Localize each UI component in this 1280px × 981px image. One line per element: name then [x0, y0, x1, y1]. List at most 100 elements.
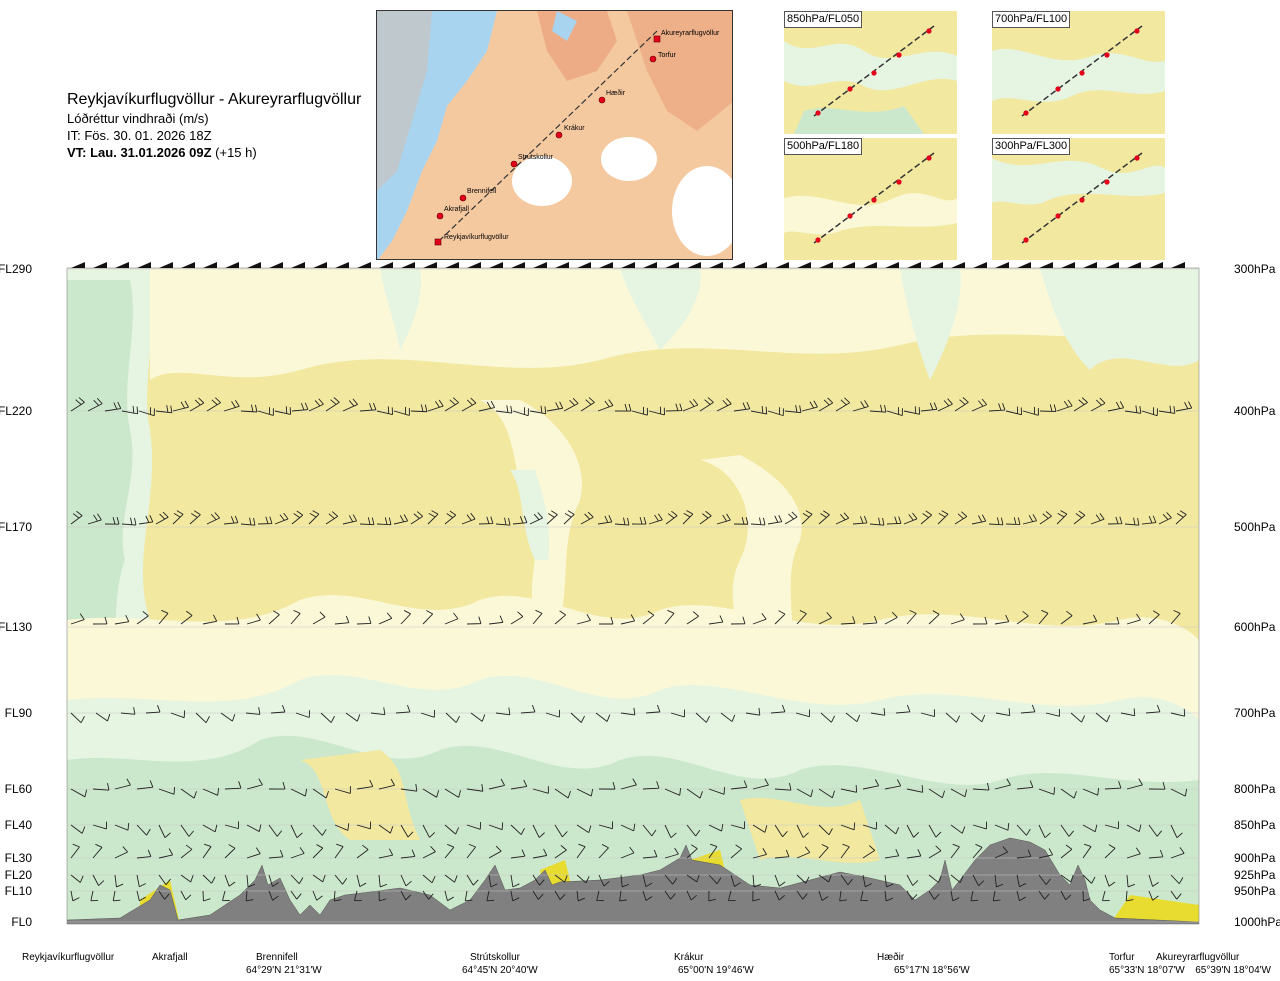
wind-barb [928, 890, 940, 900]
wind-barb [774, 782, 792, 791]
map-label-brennifell: Brennifell [467, 188, 497, 195]
wind-barb [1158, 512, 1172, 525]
wind-pennant [423, 262, 437, 268]
wind-barb [1082, 890, 1091, 902]
wind-pennant [313, 262, 327, 268]
wind-barb [554, 890, 566, 900]
wind-barb [928, 610, 940, 625]
flight-level-tick: FL90 [5, 706, 33, 720]
wind-barb [576, 890, 585, 902]
wind-barb [312, 844, 324, 859]
wind-barb [478, 400, 496, 412]
wind-barb [464, 890, 473, 902]
wind-barb [70, 824, 86, 834]
level-label-500: 500hPa/FL180 [784, 138, 863, 155]
wind-pennant [709, 262, 723, 268]
wind-barb [1060, 890, 1072, 901]
wind-barb [971, 514, 987, 525]
wind-barb [664, 874, 678, 885]
wind-barb [546, 401, 564, 412]
wind-barb [1082, 843, 1092, 859]
wind-barb [1126, 847, 1141, 859]
wind-barb [334, 786, 351, 794]
wind-barb [796, 824, 809, 838]
wind-barb [563, 397, 579, 412]
map-marker-torfur [649, 55, 657, 63]
wind-barb [444, 397, 459, 412]
wind-barb [1045, 709, 1061, 717]
wind-barb [545, 709, 560, 718]
wind-barb [972, 782, 990, 791]
wind-barb [356, 616, 372, 625]
wind-barb [312, 824, 327, 836]
wind-barb [529, 405, 547, 415]
wind-barb [620, 823, 636, 832]
wind-barb [510, 611, 524, 625]
wind-pennant [577, 262, 591, 268]
wind-barb [90, 890, 99, 902]
wind-barb [354, 890, 362, 902]
wind-barb [818, 612, 832, 625]
wind-barb [268, 874, 279, 887]
wind-barb [270, 705, 286, 714]
wind-barb [598, 874, 610, 887]
wind-barb [410, 511, 424, 525]
wind-barb [334, 843, 344, 859]
wind-barb [427, 399, 444, 412]
wind-barb [642, 610, 655, 625]
map-marker-akureyri [653, 35, 661, 43]
field-region-lower-updraft-b [740, 797, 880, 863]
wind-barb [970, 712, 986, 723]
waypoint-coords: 65°00'N 19°46'W [678, 965, 754, 976]
wind-pennant [731, 262, 745, 268]
wind-barb [356, 779, 374, 790]
wind-barb [1107, 516, 1123, 525]
wind-barb [224, 874, 236, 887]
wind-barb [884, 890, 893, 902]
wind-pennant [335, 262, 349, 268]
wind-barb [257, 407, 274, 416]
waypoint-label: Torfur [1109, 952, 1135, 963]
wind-barb [1038, 874, 1051, 885]
wind-barb [784, 404, 802, 414]
wind-barb [202, 614, 218, 625]
wind-barb [920, 402, 938, 412]
wind-barb [245, 890, 254, 902]
wind-barb [1124, 517, 1140, 526]
wind-barb [840, 822, 856, 831]
wind-barb [1039, 511, 1052, 525]
wind-barb [478, 516, 494, 525]
route-map: Akureyrarflugvöllur Torfur Hæðir Krákur … [376, 10, 733, 260]
wind-barb [246, 778, 263, 790]
wind-barb [1126, 613, 1141, 625]
wind-barb [1016, 890, 1026, 902]
wind-barb [835, 512, 850, 525]
wind-barb [620, 874, 630, 888]
wind-barb [180, 890, 192, 901]
wind-barb [686, 611, 699, 625]
wind-pennant [225, 262, 239, 268]
wind-barb [928, 824, 942, 838]
wind-barb [580, 511, 594, 525]
wind-barb [563, 510, 575, 525]
wind-barb [994, 822, 1010, 831]
wind-barb [686, 890, 698, 901]
wind-barb [295, 710, 311, 718]
wind-barb [444, 510, 457, 525]
wind-barb [730, 616, 746, 625]
wind-barb [1005, 517, 1021, 526]
wind-barb [158, 824, 171, 838]
wind-barb [950, 843, 960, 859]
wind-barb [708, 615, 724, 625]
map-label-haedir: Hæðir [606, 89, 626, 97]
wind-barb [410, 404, 428, 413]
wind-barb [774, 890, 785, 901]
wind-barb [796, 610, 807, 625]
wind-barb [393, 407, 410, 416]
wind-pennant [1039, 262, 1053, 268]
wind-barb [466, 843, 476, 859]
wind-pennant [1105, 262, 1119, 268]
wind-barb [686, 844, 698, 859]
wind-barb [155, 511, 169, 525]
wind-barb [257, 516, 273, 525]
